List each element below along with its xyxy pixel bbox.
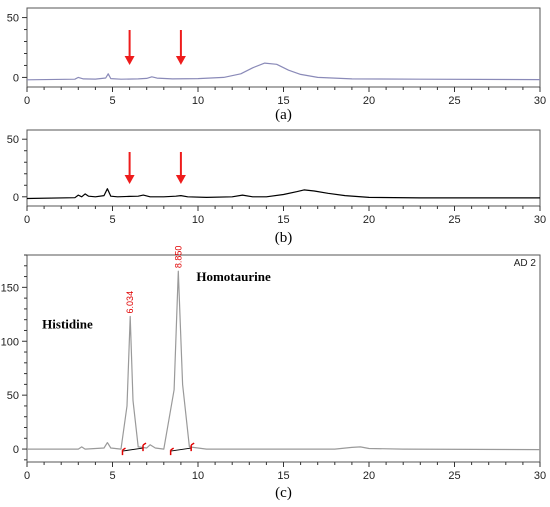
x-tick-label: 10: [192, 470, 204, 482]
y-tick-label: 0: [13, 72, 19, 84]
peak-compound-name: Histidine: [42, 316, 93, 331]
y-tick-label: 0: [13, 192, 19, 204]
x-tick-label: 25: [448, 470, 460, 482]
integration-baseline: [122, 447, 144, 452]
chromatogram-trace: [26, 188, 540, 200]
x-tick-label: 10: [192, 214, 204, 226]
y-tick-label: 0: [13, 444, 19, 456]
peak-compound-name: Homotaurine: [196, 269, 271, 284]
panel-label: (c): [275, 485, 292, 501]
red-arrow-head: [124, 56, 135, 65]
x-tick-label: 5: [109, 214, 115, 226]
plot-frame: [26, 254, 541, 463]
x-tick-label: 30: [534, 470, 546, 482]
plot-frame: [26, 7, 541, 88]
x-tick-label: 25: [448, 214, 460, 226]
x-tick-label: 0: [24, 470, 30, 482]
red-arrow-head: [124, 175, 135, 184]
detector-label: AD 2: [514, 258, 537, 269]
y-tick-label: 50: [7, 134, 19, 146]
x-tick-label: 30: [534, 95, 546, 107]
integration-end-marker: [142, 442, 147, 452]
x-tick-label: 30: [534, 214, 546, 226]
y-tick-label: 50: [7, 13, 19, 25]
x-tick-label: 10: [192, 95, 204, 107]
chromatogram-trace: [27, 270, 541, 451]
x-tick-label: 20: [363, 95, 375, 107]
chart-panel-c: 0 5 10 15 20 25 30 0 50 100 150 6.034 Histidine 8.850…: [1, 246, 546, 501]
panel-label: (a): [275, 107, 292, 123]
red-arrow-head: [175, 175, 186, 184]
x-tick-label: 15: [277, 214, 289, 226]
red-arrow-head: [175, 56, 186, 65]
x-tick-label: 5: [109, 95, 115, 107]
integration-start-marker: [121, 447, 126, 456]
x-tick-label: 20: [363, 214, 375, 226]
x-tick-label: 15: [277, 470, 289, 482]
chart-panel-b: 0 5 10 15 20 25 30 0 50 (b): [7, 129, 546, 246]
y-tick-label: 50: [7, 390, 19, 402]
peak-retention-time: 8.850: [173, 246, 183, 269]
integration-baseline: [170, 447, 192, 452]
integration-end-marker: [190, 442, 195, 452]
x-tick-label: 5: [109, 470, 115, 482]
x-tick-label: 25: [448, 95, 460, 107]
panel-label: (b): [275, 230, 293, 246]
y-tick-label: 100: [1, 336, 19, 348]
x-tick-label: 15: [277, 95, 289, 107]
chart-panel-a: 0 5 10 15 20 25 30 0 50 (a): [7, 7, 546, 123]
chromatogram-trace: [26, 62, 541, 81]
x-tick-label: 20: [363, 470, 375, 482]
integration-start-marker: [169, 447, 175, 456]
x-tick-label: 0: [24, 214, 30, 226]
peak-retention-time: 6.034: [125, 291, 135, 314]
y-tick-label: 150: [1, 282, 19, 294]
x-tick-label: 0: [24, 95, 30, 107]
